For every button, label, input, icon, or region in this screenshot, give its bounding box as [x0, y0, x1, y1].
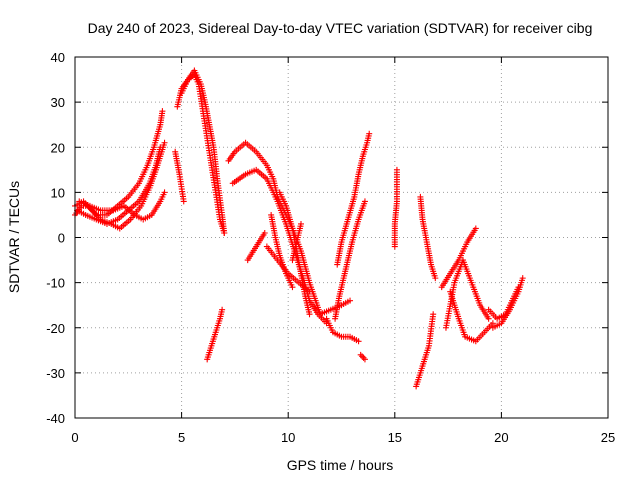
series-track-17: [334, 130, 373, 268]
y-tick-label: 20: [51, 140, 65, 155]
y-axis-title: SDTVAR / TECUs: [6, 181, 22, 293]
series-track-15: [289, 220, 304, 264]
data-point: [297, 220, 304, 227]
data-point: [360, 354, 367, 361]
data-point: [161, 189, 168, 196]
chart-title: Day 240 of 2023, Sidereal Day-to-day VTE…: [88, 20, 593, 36]
data-point: [366, 130, 373, 137]
series-track-24: [442, 257, 492, 331]
data-point: [161, 139, 168, 146]
data-point: [180, 198, 187, 205]
data-point: [157, 144, 164, 151]
plot-frame: [74, 56, 609, 419]
x-tick-label: 5: [178, 430, 185, 445]
data-point: [261, 229, 268, 236]
data-point: [159, 108, 166, 115]
series-track-16: [323, 315, 362, 345]
y-tick-label: -30: [46, 366, 65, 381]
data-point: [306, 288, 313, 295]
data-point: [219, 306, 226, 313]
series-track-13: [268, 211, 296, 291]
series-track-19: [357, 351, 368, 363]
data-point: [357, 351, 364, 358]
y-tick-label: 10: [51, 185, 65, 200]
y-tick-label: 40: [51, 50, 65, 65]
series-track-27: [489, 275, 526, 331]
series-track-01: [72, 108, 166, 218]
data-point: [306, 311, 313, 318]
x-tick-label: 10: [281, 430, 295, 445]
series-track-21: [413, 311, 437, 390]
data-points: [72, 67, 526, 390]
series-track-05: [172, 148, 187, 205]
data-point: [432, 275, 439, 282]
series-track-22: [417, 193, 439, 282]
y-tick-label: 30: [51, 95, 65, 110]
y-tick-label: 0: [58, 231, 65, 246]
series-track-04: [76, 189, 168, 223]
x-tick-label: 0: [71, 430, 78, 445]
series-track-08: [204, 306, 226, 363]
series-track-09: [225, 139, 354, 318]
data-point: [519, 275, 526, 282]
series-track-20: [391, 166, 400, 250]
data-point: [361, 198, 368, 205]
data-point: [393, 166, 400, 173]
series-track-11: [244, 229, 268, 264]
series-track-07: [178, 72, 228, 236]
data-point: [430, 311, 437, 318]
series-track-03: [74, 144, 164, 227]
y-tick-label: -40: [46, 411, 65, 426]
series-track-25: [447, 288, 496, 345]
x-tick-label: 25: [601, 430, 615, 445]
grid-lines: [75, 57, 608, 418]
data-point: [472, 225, 479, 232]
data-point: [355, 338, 362, 345]
data-point: [221, 229, 228, 236]
data-point: [289, 284, 296, 291]
x-tick-label: 15: [388, 430, 402, 445]
x-tick-label: 20: [494, 430, 508, 445]
series-track-23: [438, 225, 479, 291]
data-point: [347, 297, 354, 304]
y-axis: -40 -30 -20 -10 0 10 20 30 40: [46, 50, 608, 426]
data-point: [361, 356, 368, 363]
data-point: [359, 353, 366, 360]
series-track-18: [332, 198, 368, 322]
x-axis: 0 5 10 15 20 25: [71, 57, 615, 445]
y-tick-label: -10: [46, 276, 65, 291]
data-point: [485, 315, 492, 322]
x-axis-title: GPS time / hours: [287, 457, 394, 473]
y-tick-label: -20: [46, 321, 65, 336]
